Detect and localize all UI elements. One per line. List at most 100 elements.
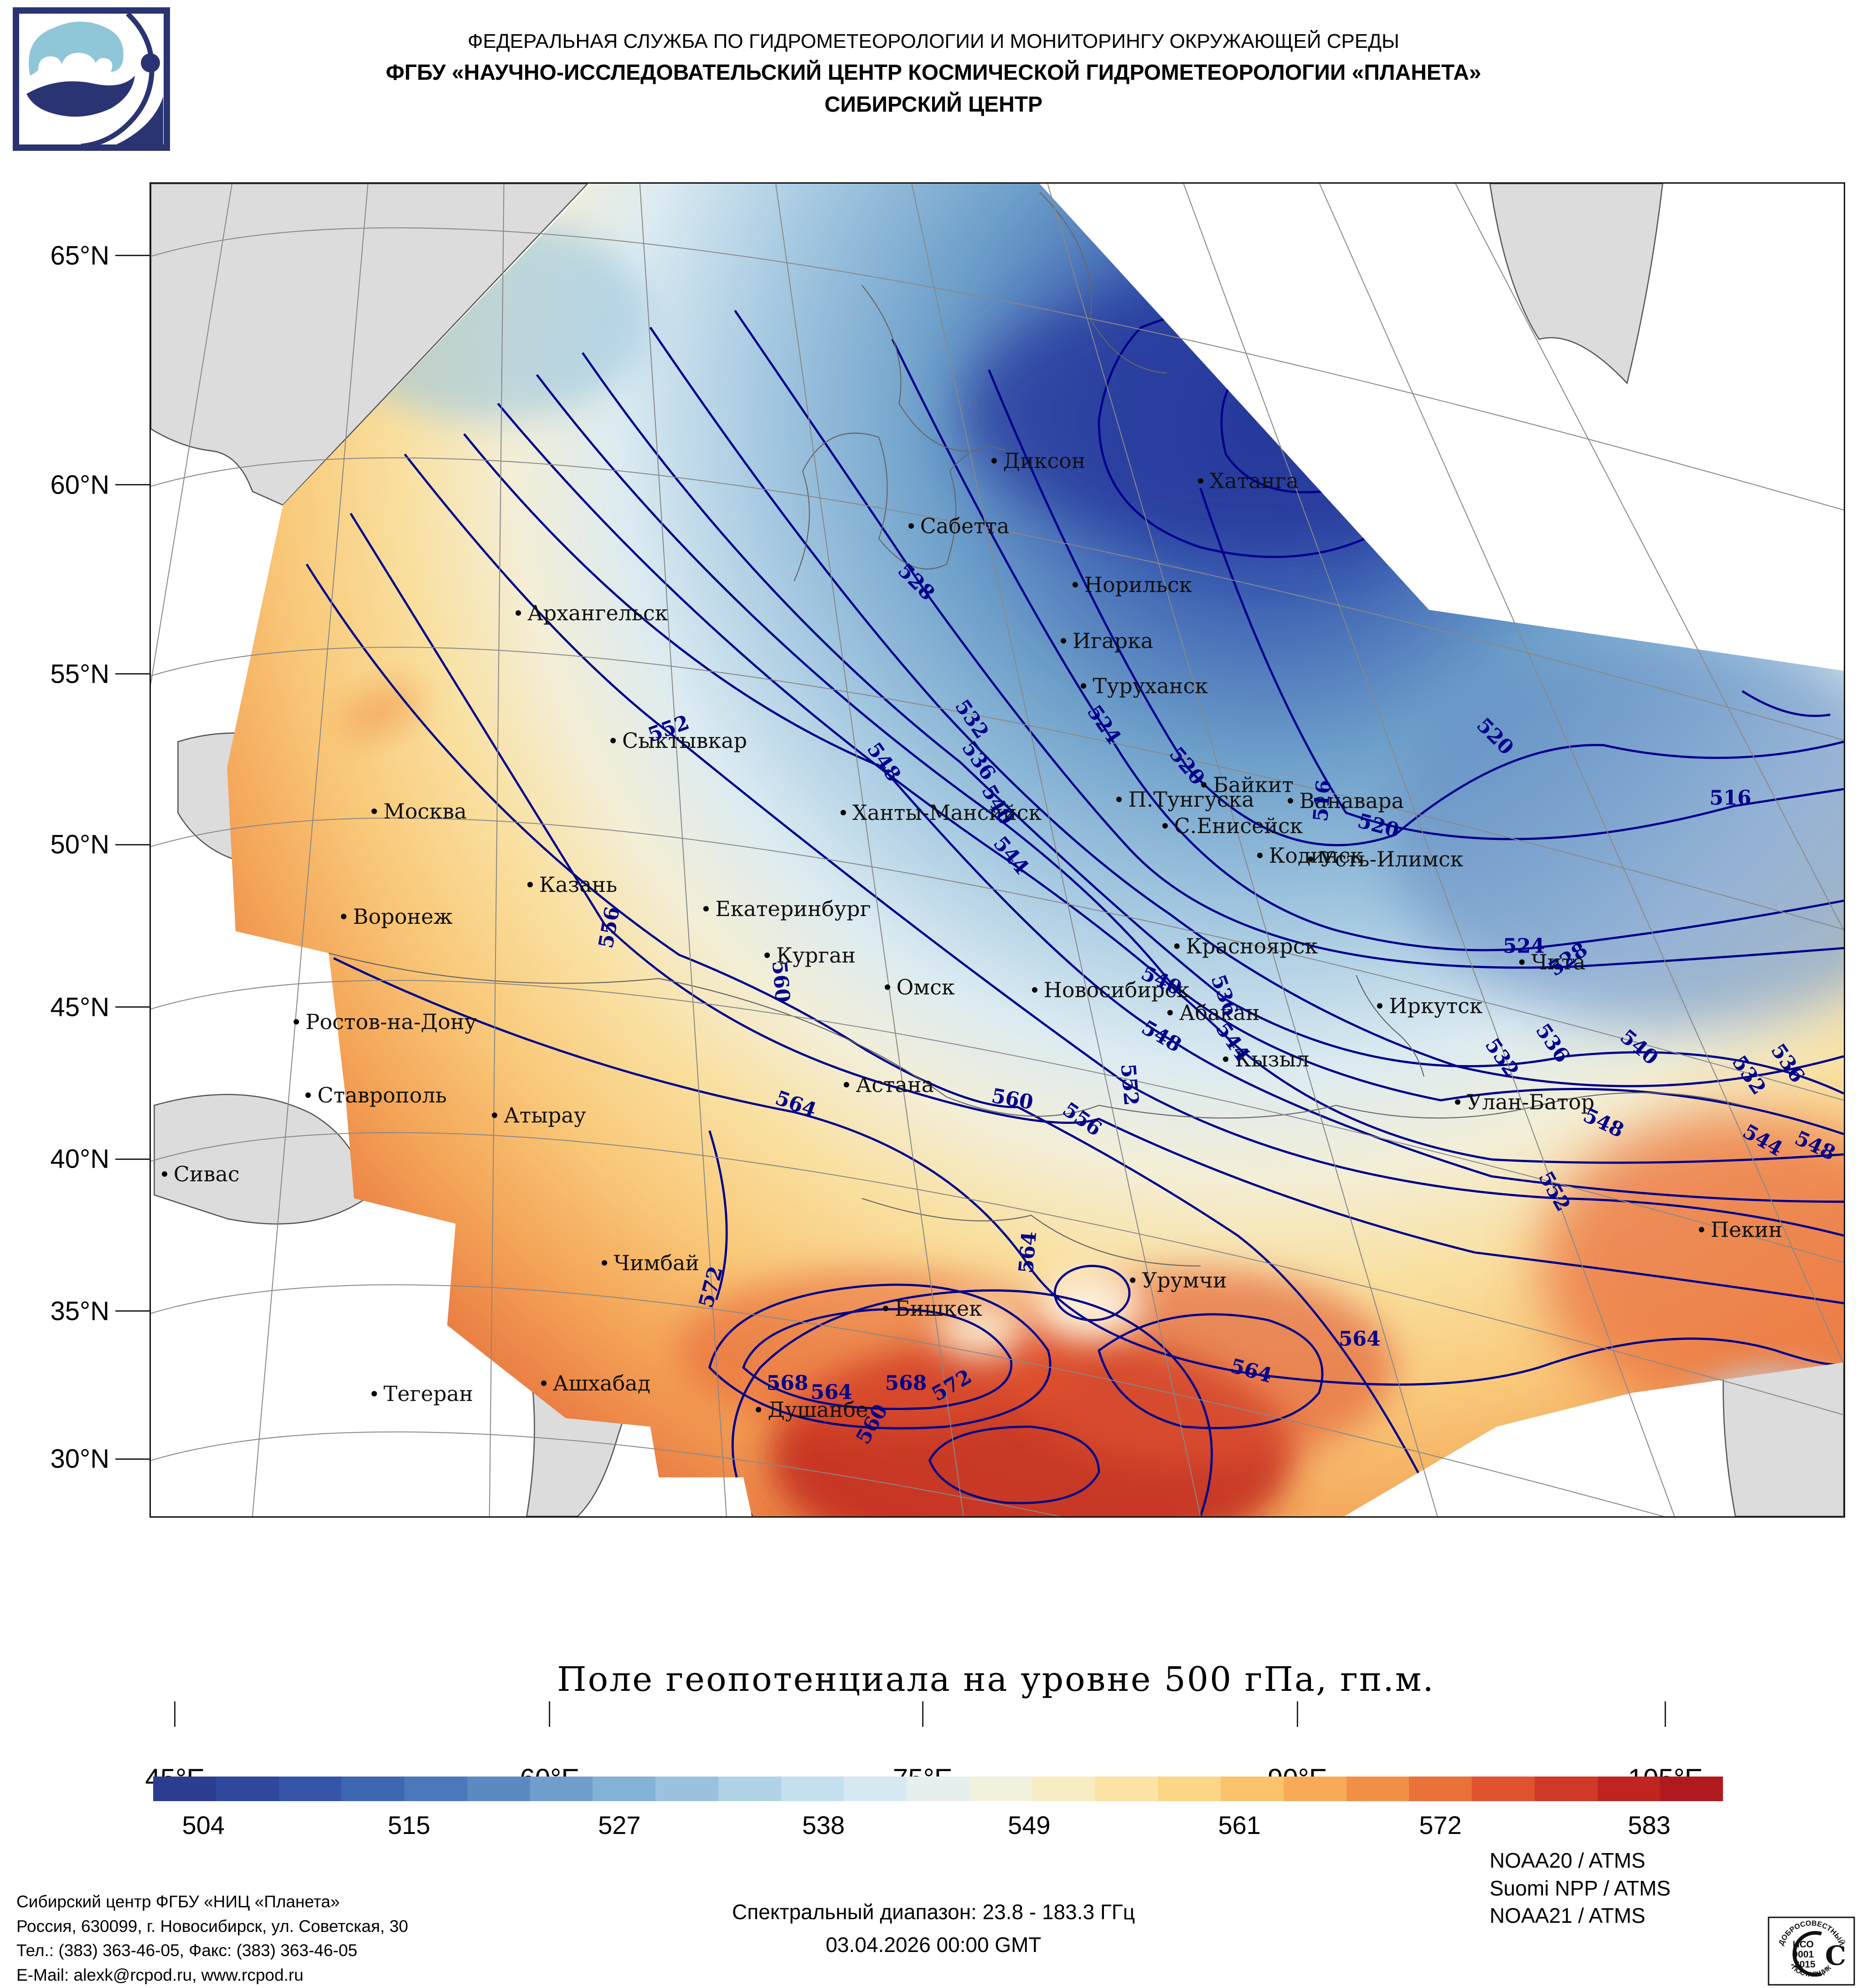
city-dot-icon [305,1092,311,1098]
figure-title: Поле геопотенциала на уровне 500 гПа, гп… [557,1660,1435,1699]
colorbar-cell [1283,1777,1346,1801]
city-dot-icon [1081,683,1087,689]
lat-tick-label: 35°N [50,1296,109,1326]
city-label: Новосибирск [1043,978,1190,1003]
city-label: Улан-Батор [1467,1089,1595,1114]
contact-line: Тел.: (383) 363-46-05, Факс: (383) 363-4… [16,1941,357,1960]
taimyr-lake-shape [1489,184,1663,385]
lat-tick-line [115,673,150,675]
city-label: Екатеринбург [715,896,871,921]
logo-wave-shape [26,76,135,117]
black-sea-shape [154,1094,367,1225]
colorbar-labels: 504 515 527 538 549 561 572 583 [153,1810,1723,1842]
colorbar-cell [404,1777,467,1801]
org-line-planeta-center: ФГБУ «НАУЧНО-ИССЛЕДОВАТЕЛЬСКИЙ ЦЕНТР КОС… [386,61,1481,85]
city-dot-icon [844,1082,850,1087]
logo-cloud-shape [28,21,124,76]
city-label: Воронеж [353,904,453,929]
city-dot-icon [341,914,347,920]
city-marker: Тегеран [371,1381,473,1406]
city-label: Казань [539,872,618,897]
contour-value-label: 560 [767,960,794,1004]
lat-tick-label: 65°N [50,241,109,271]
city-marker: Байкит [1201,773,1294,797]
colorbar-cell [530,1777,593,1801]
city-label: Кодинск [1269,843,1364,868]
city-marker: Казань [527,872,617,897]
lon-tick-line [1665,1701,1666,1727]
planeta-logo-icon [13,7,170,151]
city-dot-icon [371,1391,377,1396]
contact-line: Россия, 630099, г. Новосибирск, ул. Сове… [16,1916,408,1936]
city-marker: Игарка [1060,628,1153,653]
city-marker: Сивас [161,1162,240,1186]
city-marker: П.Тунгуска [1116,787,1254,812]
city-dot-icon [1287,798,1293,803]
coastline-borders [328,191,1743,1267]
city-dot-icon [161,1171,167,1177]
colorbar-cell [467,1777,530,1801]
satellite-name: NOAA21 / ATMS [1490,1904,1645,1928]
badge-iso-line3: -2015 [1791,1959,1815,1970]
city-marker: Екатеринбург [703,896,871,921]
city-label: Ванавара [1299,788,1404,813]
lat-tick-label: 40°N [50,1144,109,1174]
contact-block: Сибирский центр ФГБУ «НИЦ «Планета» Росси… [16,1890,408,1988]
city-marker: Красноярск [1174,934,1318,958]
contour-value-label: 516 [1709,786,1752,810]
city-dot-icon [1223,1056,1229,1062]
colorbar-cell [1534,1777,1598,1801]
city-label: П.Тунгуска [1128,787,1254,812]
arctic-sea-shape [151,184,589,506]
city-marker: Норильск [1072,572,1192,597]
colorbar-cell [593,1777,656,1801]
data-swath-field [227,184,1844,1516]
city-label: Усть-Илимск [1320,847,1464,872]
city-label: Ашхабад [552,1370,651,1396]
city-dot-icon [1308,856,1314,862]
logo-satellite-dot [141,53,160,72]
lon-tick-line [1296,1701,1298,1727]
contour-value-label: 564 [1014,1231,1042,1275]
city-marker: Туруханск [1081,674,1208,698]
badge-iso-line1: ИСО [1793,1939,1814,1950]
colorbar-cell [1095,1777,1158,1801]
city-marker: Воронеж [341,904,453,929]
lon-tick-line [174,1701,176,1727]
city-marker: Ростов-на-Дону [294,1009,477,1034]
contour-value-label: 516 [1309,778,1336,823]
contour-lines [305,303,1844,1516]
city-marker: Кодинск [1257,843,1363,868]
city-marker: Чита [1519,950,1585,974]
colorbar-cell [907,1777,970,1801]
city-label: Атырау [503,1102,586,1128]
city-dot-icon [602,1260,608,1266]
city-dot-icon [1072,582,1078,588]
iso-9001-badge-icon: ДОБРОСОВЕСТНЫЙ ПОСТАВЩИК ИСО 9001 -2015 … [1768,1916,1855,1986]
lat-tick-line [115,255,150,257]
city-marker: Кызыл [1223,1047,1310,1071]
city-dot-icon [756,1407,762,1413]
colorbar-cell [844,1777,907,1801]
city-marker: Атырау [491,1102,586,1128]
city-label: С.Енисейск [1174,814,1303,839]
org-line-siberian-center: СИБИРСКИЙ ЦЕНТР [824,93,1043,117]
city-marker: С.Енисейск [1162,814,1303,838]
lat-tick-label: 30°N [50,1444,109,1474]
colorbar-cell [1660,1777,1723,1801]
city-label: Иркутск [1389,994,1483,1019]
colorbar-cell [781,1777,844,1801]
city-dot-icon [908,523,914,529]
colorbar-cell [1597,1777,1661,1801]
colorbar [153,1777,1723,1801]
city-marker: Курган [764,943,856,968]
logo-orbit-arc [81,12,155,149]
city-dot-icon [527,882,533,888]
city-marker: Душанбе [756,1397,868,1422]
city-dot-icon [1174,943,1180,949]
city-label: Сыктывкар [622,728,748,753]
map-frame: Диксон Хатанга Сабетта Норильск Игарка Туруха… [150,182,1845,1518]
city-marker: Пекин [1699,1217,1782,1242]
lat-tick-line [115,1310,150,1312]
city-label: Москва [383,799,467,824]
